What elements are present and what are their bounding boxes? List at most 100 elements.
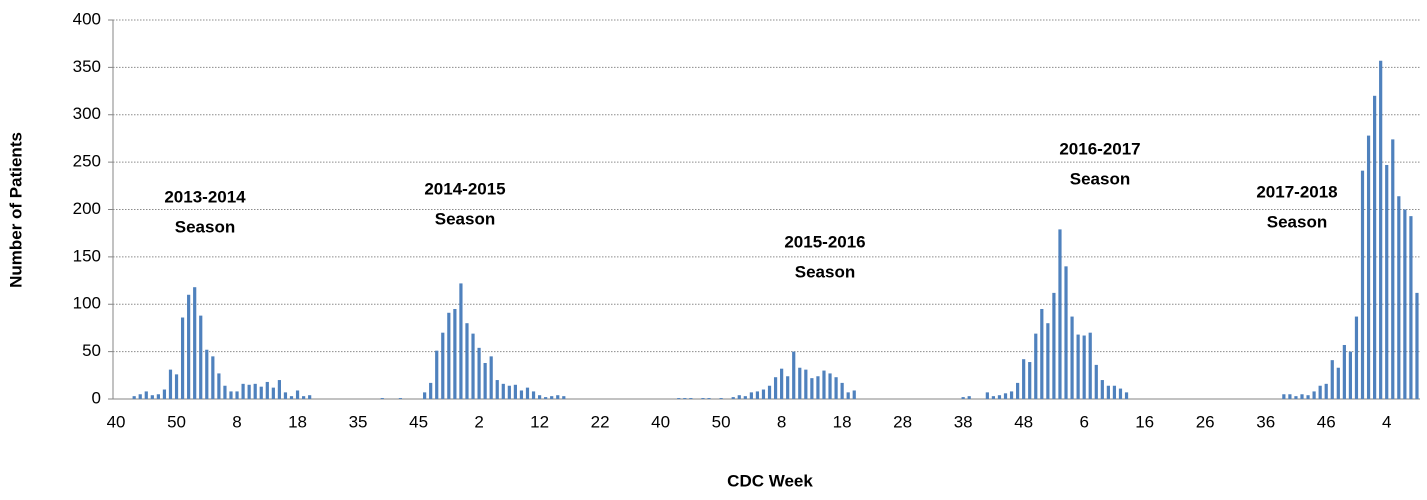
- bar: [822, 370, 826, 399]
- season-annotation: 2017-2018: [1256, 182, 1337, 201]
- bar: [156, 394, 160, 399]
- bar: [174, 374, 179, 399]
- bar: [1009, 391, 1014, 399]
- season-annotation: Season: [1070, 169, 1130, 188]
- bar: [241, 383, 245, 399]
- bar: [459, 283, 463, 399]
- bar: [180, 317, 185, 399]
- bar: [168, 369, 173, 399]
- bar: [187, 294, 191, 399]
- bar: [828, 373, 832, 399]
- x-tick-label: 16: [1135, 412, 1154, 431]
- bar: [295, 390, 300, 399]
- season-annotation: Season: [1267, 212, 1327, 231]
- bar: [519, 390, 524, 399]
- bar: [1397, 196, 1401, 399]
- bar: [477, 347, 481, 399]
- bar: [1022, 359, 1026, 399]
- bar: [265, 381, 269, 399]
- bar: [786, 376, 790, 399]
- bar: [550, 396, 554, 399]
- bar: [556, 395, 560, 399]
- bar: [997, 395, 1002, 399]
- bar: [1342, 344, 1346, 399]
- bar: [235, 391, 239, 399]
- bar: [1391, 139, 1395, 399]
- season-annotation: 2014-2015: [424, 179, 505, 198]
- bar: [1282, 394, 1286, 399]
- bar: [507, 385, 511, 399]
- bar: [471, 333, 475, 399]
- x-tick-label: 8: [777, 412, 786, 431]
- bar: [1385, 164, 1389, 399]
- bar: [1052, 292, 1056, 399]
- bar: [1070, 316, 1074, 399]
- bar: [308, 395, 312, 399]
- bar: [247, 384, 251, 399]
- bar: [1034, 333, 1038, 399]
- bar: [150, 395, 154, 399]
- season-annotation: Season: [795, 262, 855, 281]
- bar: [743, 396, 747, 399]
- x-tick-label: 50: [712, 412, 731, 431]
- bar: [289, 396, 294, 399]
- bar: [277, 380, 282, 399]
- bar: [1076, 334, 1080, 399]
- season-annotation: Season: [435, 209, 495, 228]
- x-tick-label: 4: [1382, 412, 1391, 431]
- x-tick-label: 46: [1317, 412, 1336, 431]
- bar: [513, 384, 517, 399]
- x-tick-label: 12: [530, 412, 549, 431]
- y-tick-label: 0: [92, 388, 101, 407]
- bar: [1360, 170, 1365, 399]
- bar: [683, 398, 687, 399]
- x-tick-label: 18: [288, 412, 307, 431]
- x-tick-label: 35: [349, 412, 368, 431]
- bar: [1118, 388, 1123, 399]
- bar: [1003, 393, 1008, 399]
- bar: [1403, 209, 1407, 399]
- bar: [302, 396, 306, 399]
- bar: [1040, 308, 1044, 399]
- bar: [1306, 395, 1310, 399]
- y-tick-label: 200: [73, 199, 101, 218]
- bar: [531, 391, 536, 399]
- bar: [537, 395, 542, 399]
- bar: [1046, 323, 1050, 399]
- bar: [731, 397, 735, 399]
- bar: [1348, 351, 1353, 399]
- bar: [737, 395, 741, 399]
- y-tick-label: 400: [73, 9, 101, 28]
- bar: [755, 391, 760, 399]
- bar: [1409, 216, 1413, 399]
- bar: [1354, 316, 1359, 399]
- x-tick-label: 36: [1256, 412, 1275, 431]
- bar: [525, 387, 530, 399]
- bar: [259, 386, 263, 399]
- bar: [489, 356, 493, 399]
- bar: [205, 349, 209, 399]
- bar: [144, 391, 148, 399]
- y-tick-label: 350: [73, 57, 101, 76]
- bar: [199, 315, 203, 399]
- bar: [223, 385, 227, 399]
- bar: [689, 398, 693, 399]
- bar: [792, 351, 796, 399]
- bar: [761, 389, 766, 399]
- bar: [1312, 391, 1316, 399]
- bar: [810, 378, 814, 399]
- season-annotation: 2015-2016: [784, 232, 865, 251]
- bar: [217, 373, 221, 399]
- bar: [211, 356, 215, 399]
- bar: [846, 392, 850, 399]
- bar: [398, 398, 403, 399]
- bar: [447, 312, 451, 399]
- y-tick-label: 100: [73, 294, 101, 313]
- x-tick-label: 22: [591, 412, 610, 431]
- bar: [283, 392, 288, 399]
- y-tick-label: 250: [73, 152, 101, 171]
- bar: [162, 389, 167, 399]
- x-tick-label: 40: [651, 412, 670, 431]
- x-tick-label: 45: [409, 412, 428, 431]
